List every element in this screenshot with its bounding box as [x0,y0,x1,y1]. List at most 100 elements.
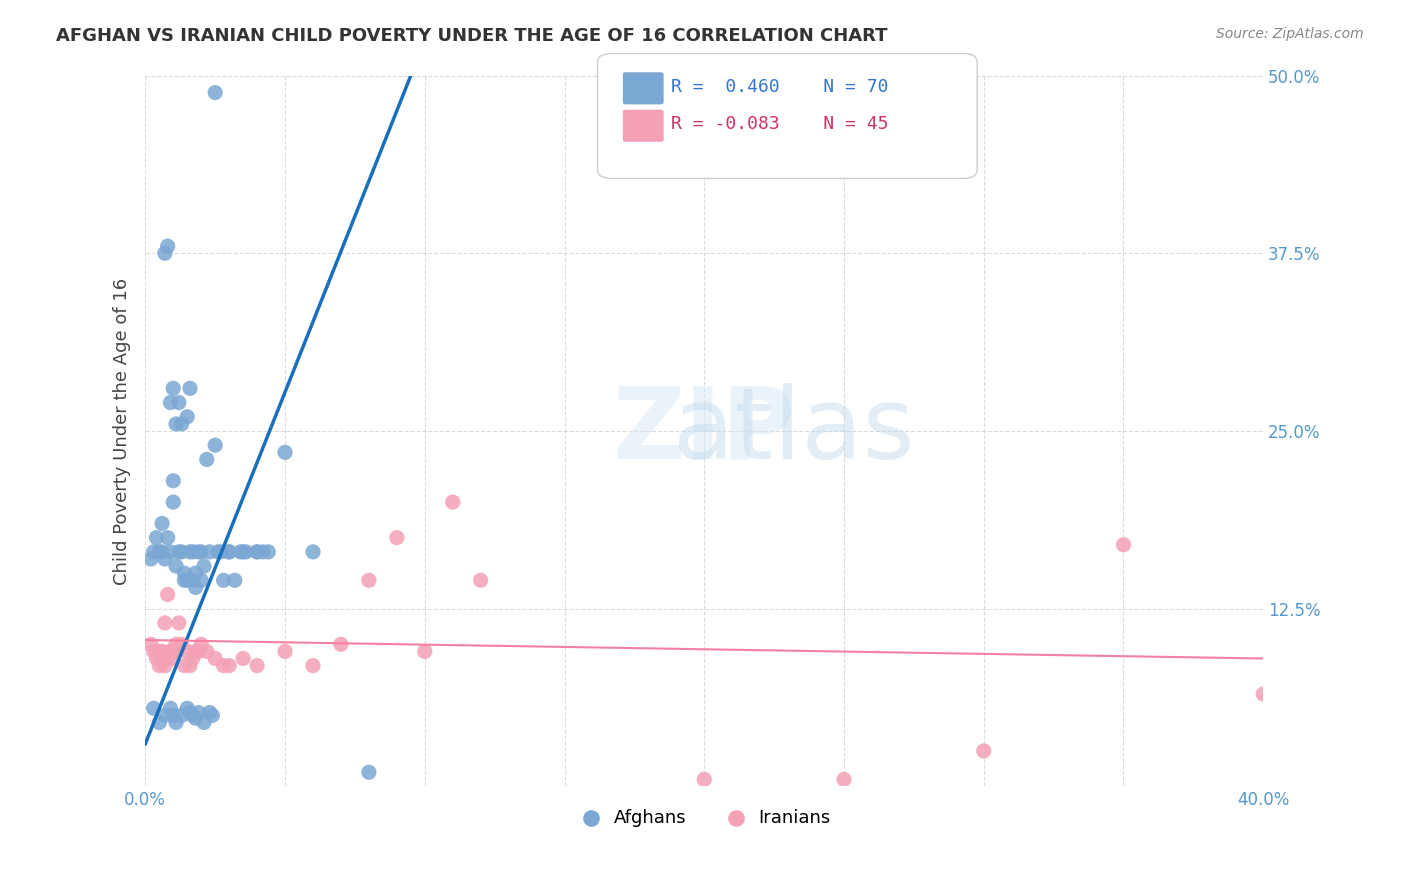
Point [179,706,201,720]
Point [162,381,184,395]
Point [162,708,184,723]
Point [232,651,254,665]
Point [179,381,201,395]
Point [246,545,269,559]
Point [159,644,181,658]
Point [165,637,187,651]
Point [156,531,179,545]
Point [195,644,218,658]
Point [181,574,204,588]
Point [150,644,173,658]
Text: atlas: atlas [673,383,914,480]
Point [176,574,198,588]
Point [246,658,269,673]
Point [329,637,352,651]
Point [212,658,235,673]
Point [145,531,167,545]
Point [148,658,170,673]
Point [204,438,226,452]
Point [184,581,207,595]
Point [193,715,215,730]
Point [257,545,280,559]
Point [181,708,204,723]
Point [190,637,212,651]
Point [150,516,173,531]
Point [170,708,193,723]
Point [156,239,179,253]
Point [181,651,204,665]
Point [148,715,170,730]
Point [170,417,193,431]
Point [195,452,218,467]
Point [187,545,209,559]
Point [167,395,190,409]
Point [385,531,408,545]
Point [162,644,184,658]
Point [148,644,170,658]
Point [973,744,995,758]
Point [187,644,209,658]
Point [159,545,181,559]
Point [274,445,297,459]
Point [218,545,240,559]
Point [246,545,269,559]
Point [162,651,184,665]
Point [170,637,193,651]
Point [139,637,162,651]
Point [179,545,201,559]
Point [159,395,181,409]
Text: Source: ZipAtlas.com: Source: ZipAtlas.com [1216,27,1364,41]
Point [1251,687,1274,701]
Point [224,574,246,588]
Point [218,545,240,559]
Point [190,574,212,588]
Point [204,651,226,665]
Point [693,772,716,787]
Point [167,545,190,559]
Point [153,615,176,630]
Point [156,588,179,602]
Point [181,545,204,559]
Point [252,545,274,559]
Point [302,545,325,559]
Point [165,559,187,574]
Point [207,545,229,559]
Point [274,644,297,658]
Point [187,706,209,720]
Point [302,658,325,673]
Point [176,701,198,715]
Point [1112,538,1135,552]
Point [357,765,380,780]
Text: R =  0.460    N = 70: R = 0.460 N = 70 [671,78,889,95]
Point [176,409,198,424]
Text: R = -0.083    N = 45: R = -0.083 N = 45 [671,115,889,133]
Point [470,574,492,588]
Point [201,708,224,723]
Point [165,644,187,658]
Point [170,545,193,559]
Point [142,701,165,715]
Point [150,651,173,665]
Point [209,545,232,559]
Point [357,574,380,588]
Point [179,658,201,673]
Point [218,658,240,673]
Point [173,658,195,673]
Point [153,708,176,723]
Point [165,417,187,431]
Point [153,658,176,673]
Point [198,706,221,720]
Point [148,545,170,559]
Point [184,566,207,581]
Point [162,495,184,509]
Point [173,566,195,581]
Point [190,545,212,559]
Point [198,545,221,559]
Y-axis label: Child Poverty Under the Age of 16: Child Poverty Under the Age of 16 [114,277,131,584]
Point [159,701,181,715]
Point [193,559,215,574]
Text: ZIP: ZIP [613,383,796,480]
Point [173,574,195,588]
Point [159,644,181,658]
Point [184,711,207,725]
